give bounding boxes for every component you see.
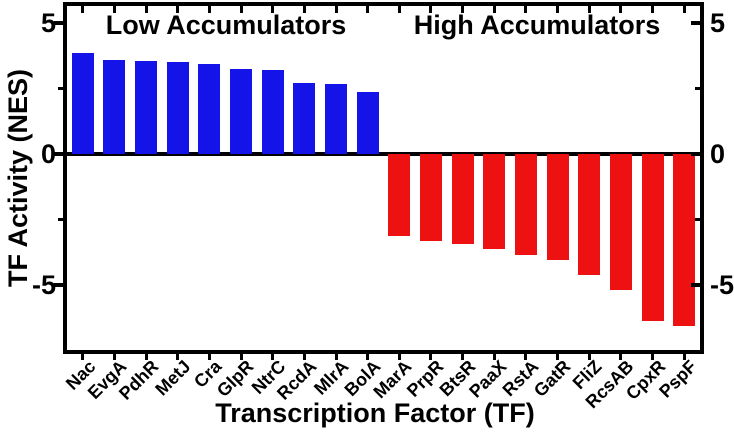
bar-NtrC [261, 70, 284, 154]
bottom-axis-tick [334, 350, 338, 360]
top-axis-tick [619, 2, 623, 13]
bottom-axis-tick [619, 350, 623, 360]
bottom-axis-tick [271, 350, 275, 360]
annotation-low-accumulators: Low Accumulators [105, 10, 347, 40]
top-axis-tick [207, 2, 211, 13]
right-axis-minor-tick [695, 86, 704, 90]
top-axis-tick [81, 2, 85, 13]
top-axis-tick [651, 2, 655, 13]
x-tick-label-text: MetJ [151, 356, 195, 400]
bottom-axis-tick [239, 350, 243, 360]
left-axis-major-tick [54, 151, 67, 156]
bar-RcdA [293, 83, 316, 154]
y-axis-title: TF Activity (NES) [0, 4, 38, 352]
bottom-axis-tick [176, 350, 180, 360]
bar-GlpR [230, 68, 253, 154]
bottom-axis-tick [207, 350, 211, 360]
left-axis-minor-tick [58, 217, 67, 221]
top-axis-tick [492, 2, 496, 13]
bar-Nac [71, 53, 94, 154]
bar-MarA [388, 153, 411, 237]
bar-EvgA [103, 59, 126, 154]
top-axis-tick [587, 2, 591, 13]
top-axis-tick [112, 2, 116, 13]
top-axis-tick [556, 2, 560, 13]
top-axis-tick [144, 2, 148, 13]
top-axis-tick [176, 2, 180, 13]
y-tick-label-left-0: 0 [40, 138, 56, 169]
bar-RstA [514, 153, 537, 255]
bottom-axis-tick [302, 350, 306, 360]
bar-PspF [673, 153, 696, 327]
bar-BolA [356, 92, 379, 154]
left-axis-minor-tick [58, 86, 67, 90]
bar-PaaX [483, 153, 506, 250]
bottom-axis-tick [429, 350, 433, 360]
y-tick-label-right-5: 5 [710, 8, 726, 38]
bar-GatR [546, 153, 569, 260]
top-axis-tick [524, 2, 528, 13]
y-tick-label-left-neg5: -5 [31, 269, 56, 300]
zero-baseline [67, 151, 700, 156]
bar-MetJ [166, 62, 189, 154]
y-tick-label-right-0: 0 [710, 138, 726, 169]
top-axis-tick [271, 2, 275, 13]
bottom-axis-tick [112, 350, 116, 360]
bottom-axis-tick [524, 350, 528, 360]
x-tick-label-text: GatR [529, 356, 574, 401]
top-axis-tick [429, 2, 433, 13]
annotation-high-accumulators: High Accumulators [413, 10, 661, 40]
bottom-axis-tick [492, 350, 496, 360]
bottom-axis-tick [461, 350, 465, 360]
y-axis-title-text: TF Activity (NES) [3, 68, 33, 288]
bar-PdhR [135, 60, 158, 154]
bottom-axis-tick [556, 350, 560, 360]
y-tick-label-right-neg5: -5 [710, 269, 734, 300]
top-axis-tick [461, 2, 465, 13]
top-axis-tick [682, 2, 686, 13]
bottom-axis-tick [144, 350, 148, 360]
left-axis-major-tick [54, 282, 67, 287]
top-axis-tick [302, 2, 306, 13]
top-axis-tick [366, 2, 370, 13]
right-axis-major-tick [691, 151, 704, 156]
top-axis-tick [239, 2, 243, 13]
bottom-axis-tick [366, 350, 370, 360]
bottom-axis-tick [682, 350, 686, 360]
right-axis-major-tick [691, 282, 704, 287]
bottom-axis-tick [397, 350, 401, 360]
bar-CpxR [641, 153, 664, 322]
left-axis-major-tick [54, 21, 67, 25]
top-axis-tick [397, 2, 401, 13]
bar-BtsR [451, 153, 474, 245]
bar-RcsAB [609, 153, 632, 290]
right-axis-major-tick [691, 21, 704, 25]
bottom-axis-tick [651, 350, 655, 360]
plot-frame [63, 2, 704, 354]
x-axis-title: Transcription Factor (TF) [215, 398, 535, 428]
top-axis-tick [334, 2, 338, 13]
bar-FliZ [578, 153, 601, 276]
bottom-axis-tick [587, 350, 591, 360]
right-axis-minor-tick [695, 217, 704, 221]
bottom-axis-tick [81, 350, 85, 360]
bar-MlrA [325, 84, 348, 154]
bar-PrpR [419, 153, 442, 242]
bar-Cra [198, 63, 221, 154]
y-tick-label-left-5: 5 [40, 8, 56, 38]
